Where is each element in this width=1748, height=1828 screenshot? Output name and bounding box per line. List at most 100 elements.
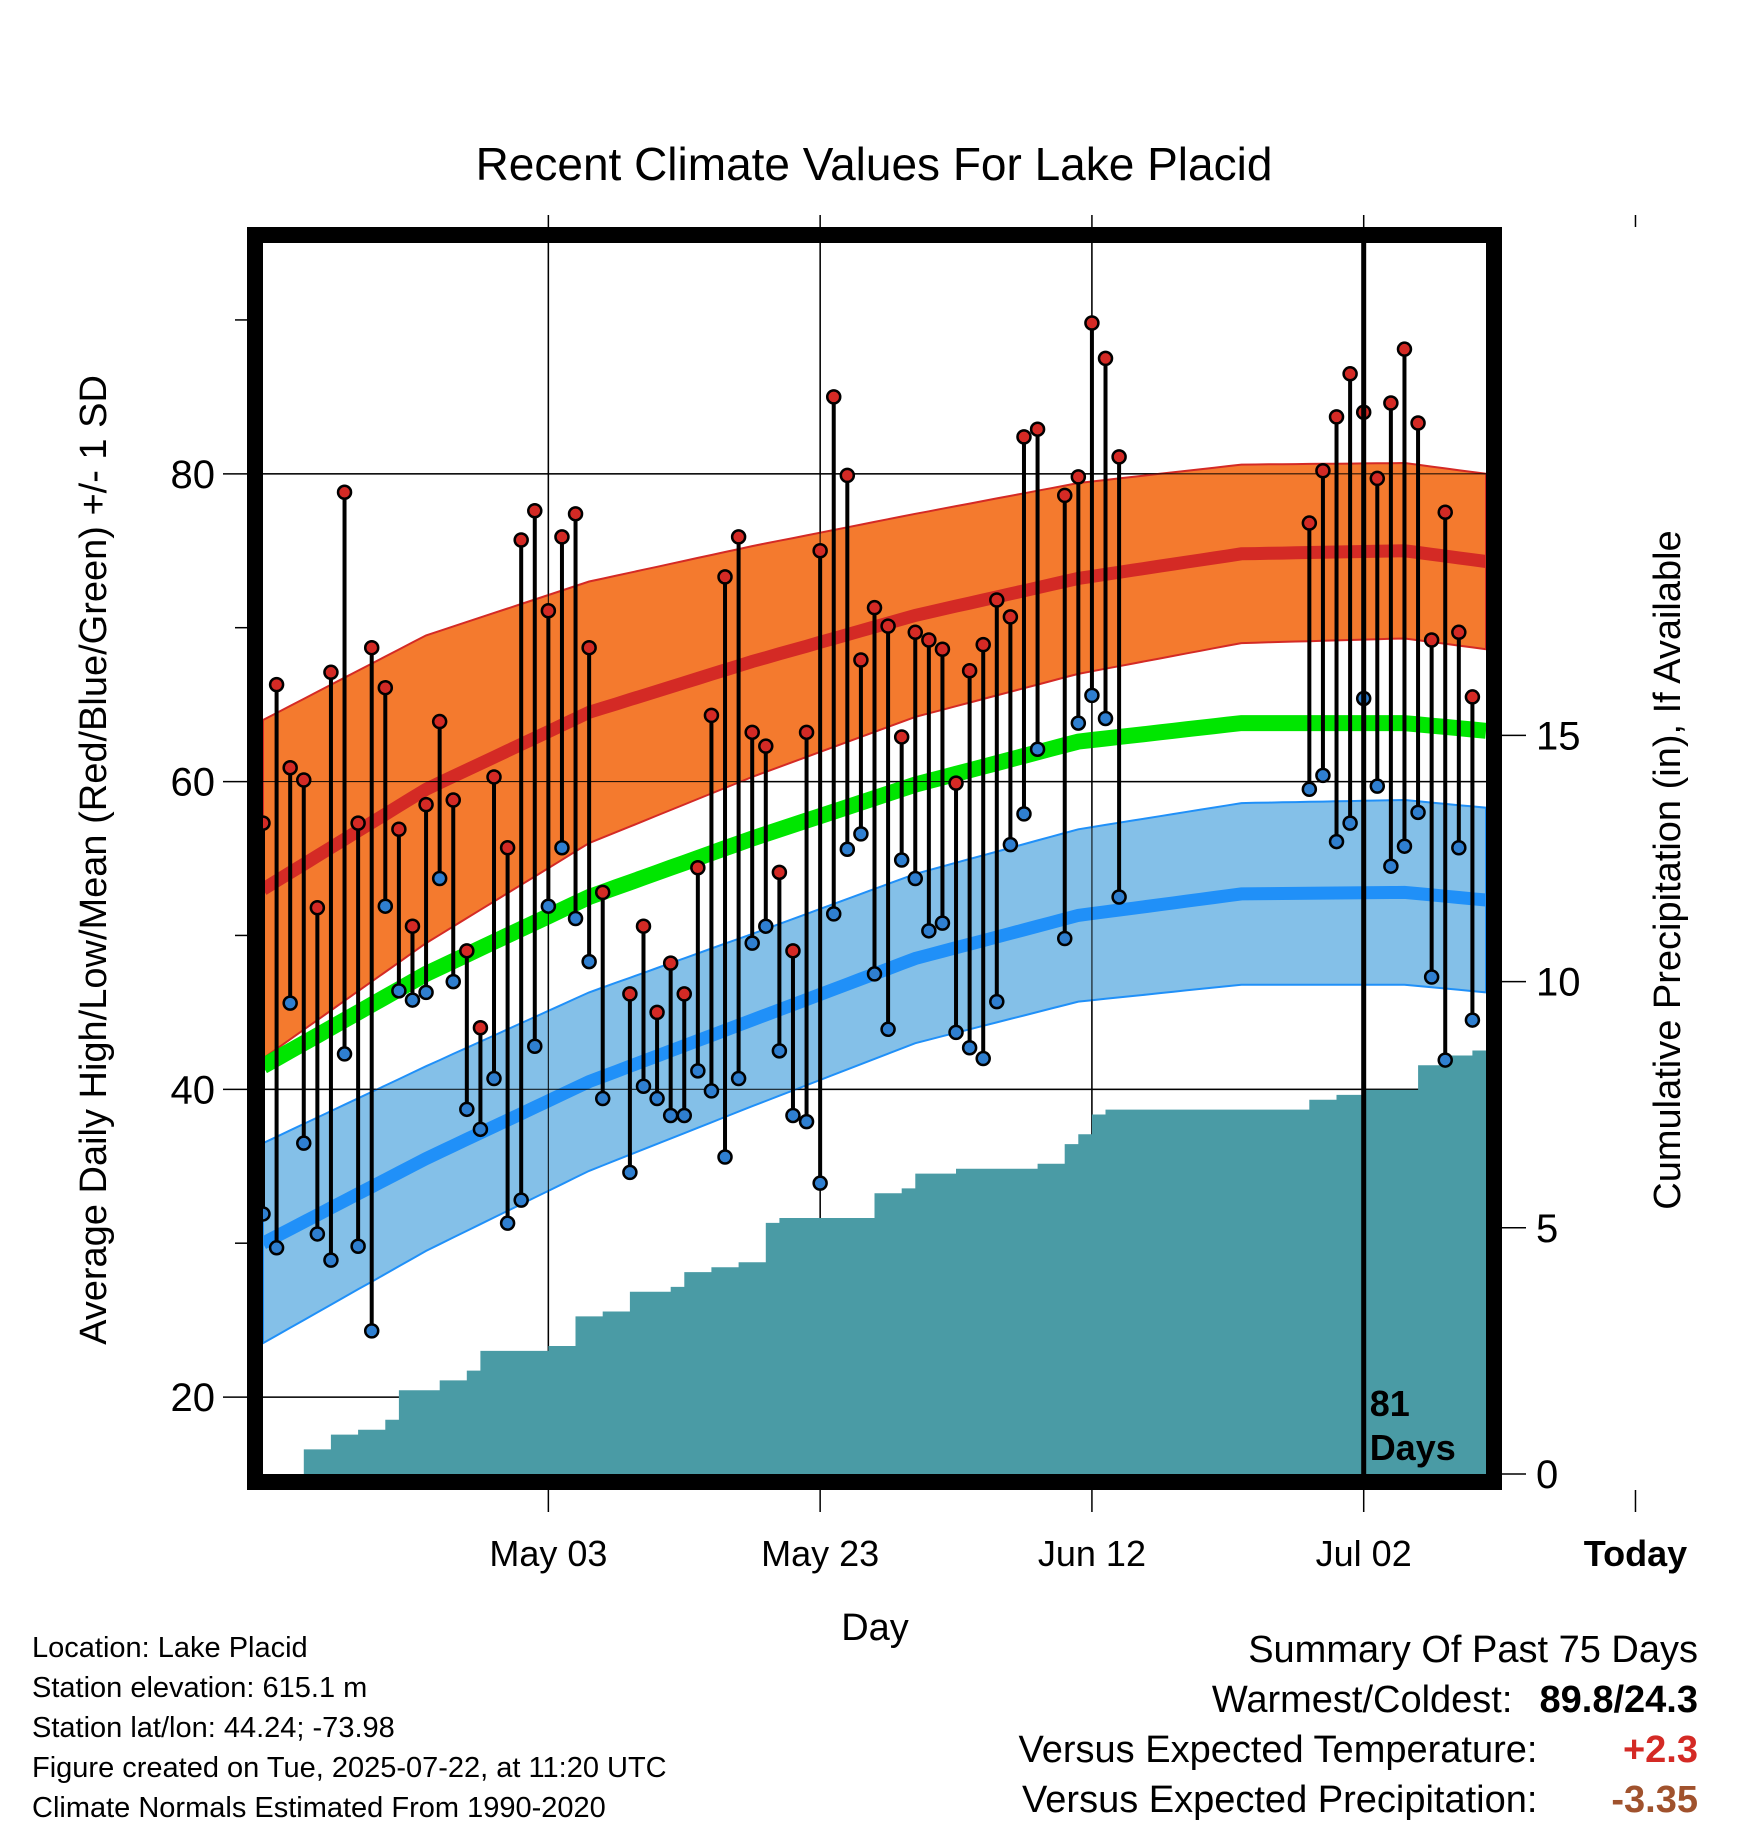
daily-high-point — [921, 632, 937, 648]
daily-high-point — [296, 772, 312, 788]
x-tick-label: May 03 — [489, 1533, 607, 1574]
daily-low-point — [540, 898, 557, 914]
daily-low-point — [1464, 1012, 1481, 1028]
daily-high-point — [282, 759, 298, 776]
warmest-coldest-label: Warmest/Coldest: — [1211, 1679, 1513, 1721]
daily-low-point — [282, 995, 298, 1011]
daily-high-point — [1410, 415, 1426, 431]
precip-area — [303, 1050, 1486, 1474]
daily-high-point — [1315, 462, 1331, 479]
daily-low-point — [459, 1101, 475, 1118]
daily-high-point — [1342, 366, 1358, 382]
daily-low-point — [622, 1164, 638, 1181]
daily-high-point — [622, 986, 638, 1002]
daily-high-point — [1451, 624, 1467, 641]
daily-high-point — [649, 1004, 665, 1021]
y-tick-label: 20 — [171, 1376, 216, 1420]
daily-low-point — [690, 1063, 706, 1079]
daily-high-point — [418, 796, 434, 813]
daily-low-point — [1451, 839, 1467, 856]
daily-low-point — [1342, 815, 1358, 831]
daily-high-point — [880, 618, 896, 634]
daily-low-point — [662, 1107, 679, 1124]
daily-low-point — [527, 1038, 543, 1054]
daily-low-point — [1396, 838, 1413, 854]
daily-low-point — [1029, 741, 1046, 757]
daily-high-point — [934, 641, 951, 657]
x-axis-label: Day — [841, 1607, 909, 1649]
y2-axis-label: Cumulative Precipitation (in), If Availa… — [1647, 530, 1689, 1209]
daily-low-point — [853, 826, 869, 842]
temp-anomaly-value: +2.3 — [1622, 1729, 1698, 1771]
y-axis-label: Average Daily High/Low/Mean (Red/Blue/Gr… — [73, 375, 115, 1345]
y2-tick-label: 10 — [1536, 961, 1581, 1005]
precip-anomaly-label: Versus Expected Precipitation: — [1022, 1779, 1538, 1821]
daily-low-point — [1002, 836, 1019, 853]
daily-high-point — [771, 864, 788, 881]
daily-low-point — [866, 966, 883, 982]
daily-high-point — [825, 389, 842, 405]
daily-low-point — [839, 841, 856, 858]
daily-high-point — [1097, 350, 1114, 367]
daily-low-point — [785, 1107, 801, 1124]
daily-low-point — [486, 1070, 502, 1087]
y2-tick-label: 0 — [1536, 1453, 1558, 1497]
daily-high-point — [1002, 609, 1019, 625]
daily-low-point — [1056, 930, 1073, 947]
daily-low-point — [445, 973, 461, 990]
daily-high-point — [323, 664, 339, 681]
x-tick-label: Today — [1584, 1533, 1687, 1574]
x-tick-label: Jul 02 — [1316, 1533, 1412, 1574]
daily-high-point — [445, 792, 461, 808]
daily-high-point — [1084, 315, 1100, 331]
daily-low-point — [1369, 778, 1386, 794]
daily-high-point — [527, 502, 543, 519]
daily-low-point — [268, 1240, 285, 1256]
precip-anomaly-value: -3.35 — [1611, 1779, 1698, 1821]
precip-anomaly-row: Versus Expected Precipitation: -3.35 — [1019, 1775, 1698, 1825]
daily-low-point — [1301, 781, 1318, 798]
daily-low-point — [1070, 715, 1087, 731]
summary-panel: Summary Of Past 75 Days Warmest/Coldest:… — [1019, 1625, 1698, 1825]
daily-low-point — [513, 1192, 529, 1208]
location-text: Location: Lake Placid — [32, 1632, 308, 1664]
daily-low-point — [934, 915, 951, 931]
daily-low-point — [363, 1323, 380, 1339]
daily-low-point — [1437, 1052, 1453, 1068]
daily-high-point — [785, 943, 801, 959]
daily-low-point — [730, 1070, 747, 1087]
daily-low-point — [391, 983, 407, 999]
daily-low-point — [989, 993, 1005, 1010]
daily-high-point — [703, 707, 720, 724]
daily-high-point — [309, 899, 326, 916]
daily-low-point — [1328, 833, 1345, 850]
daily-low-point — [948, 1024, 964, 1041]
normals-text: Climate Normals Estimated From 1990-2020 — [32, 1792, 606, 1824]
daily-low-point — [635, 1078, 652, 1094]
temp-anomaly-label: Versus Expected Temperature: — [1018, 1729, 1538, 1771]
station-info: Location: Lake Placid Station elevation:… — [32, 1628, 667, 1828]
daily-high-point — [554, 529, 570, 545]
daily-high-point — [513, 532, 529, 548]
warmest-coldest-row: Warmest/Coldest: 89.8/24.3 — [1019, 1675, 1698, 1725]
chart-title: Recent Climate Values For Lake Placid — [476, 138, 1273, 190]
daily-high-point — [581, 639, 597, 656]
daily-high-point — [798, 724, 815, 741]
daily-low-point — [975, 1050, 991, 1067]
daily-low-point — [323, 1252, 339, 1268]
y-tick-label: 60 — [171, 761, 216, 805]
daily-high-point — [1056, 487, 1073, 504]
daily-low-point — [1383, 858, 1399, 874]
daily-low-point — [758, 918, 774, 934]
today-days-word: Days — [1370, 1427, 1456, 1468]
daily-low-point — [703, 1083, 720, 1099]
daily-high-point — [1369, 470, 1386, 487]
daily-low-point — [744, 935, 760, 951]
daily-high-point — [989, 592, 1005, 608]
latlon-text: Station lat/lon: 44.24; -73.98 — [32, 1712, 395, 1744]
daily-high-point — [839, 467, 856, 484]
daily-high-point — [472, 1020, 489, 1036]
daily-high-point — [975, 636, 991, 653]
daily-low-point — [880, 1021, 896, 1038]
